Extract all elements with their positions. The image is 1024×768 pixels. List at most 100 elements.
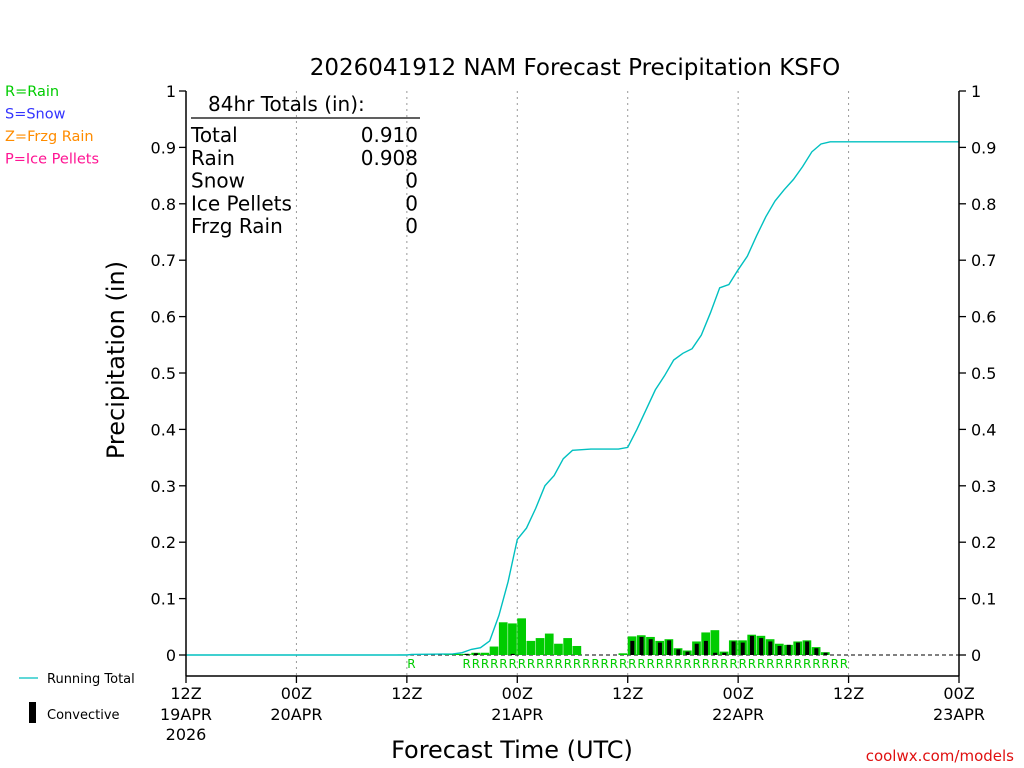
grid-lines (186, 91, 959, 676)
rain-type-marker: R (527, 657, 535, 671)
running-total-line (186, 141, 959, 656)
convective-bar (749, 635, 754, 655)
x-tick-label: 00Z (943, 684, 974, 703)
rain-type-marker: R (601, 657, 609, 671)
chart-title: 2026041912 NAM Forecast Precipitation KS… (310, 55, 840, 81)
rain-bar (535, 638, 545, 655)
y-tick-label-right: 0.2 (971, 533, 996, 552)
convective-bar (703, 640, 708, 655)
rain-type-marker: R (757, 657, 765, 671)
convective-bar (510, 653, 515, 655)
convective-bar (685, 651, 690, 655)
rain-type-marker: R (812, 657, 820, 671)
y-tick-label-left: 0.5 (151, 364, 176, 383)
rain-bar (544, 633, 554, 655)
y-tick-label-left: 0.9 (151, 138, 176, 157)
rain-bar (526, 640, 536, 655)
rain-type-marker: R (509, 657, 517, 671)
totals-row-label: Total (190, 123, 238, 147)
rain-type-marker: R (794, 657, 802, 671)
rain-bar (498, 622, 508, 655)
rain-type-marker: R (591, 657, 599, 671)
convective-bar (740, 642, 745, 655)
rain-type-marker: R (463, 657, 471, 671)
type-legend-entry: R=Rain (5, 84, 59, 100)
convective-bar (648, 639, 653, 655)
rain-type-marker: R (693, 657, 701, 671)
totals-box: 84hr Totals (in): Total 0.910 Rain 0.908 Sno… (190, 92, 420, 238)
x-tick-year-label: 2026 (166, 725, 207, 744)
rain-type-marker: R (766, 657, 774, 671)
convective-bar (777, 645, 782, 655)
rain-type-marker: R (683, 657, 691, 671)
convective-bar (667, 640, 672, 655)
rain-type-marker: R (518, 657, 526, 671)
y-tick-label-right: 0.6 (971, 308, 996, 327)
convective-bar (768, 641, 773, 655)
rain-bar (554, 643, 563, 655)
convective-bar (473, 653, 478, 655)
y-axis-label: Precipitation (in) (102, 261, 130, 459)
x-tick-date-label: 20APR (270, 705, 322, 724)
rain-type-marker: R (481, 657, 489, 671)
rain-type-marker: R (720, 657, 728, 671)
y-tick-label-left: 0.2 (151, 533, 176, 552)
labels-layer: 0 00.1 0.10.2 0.20.3 0.30.4 0.40.5 0.50.6 0.60.… (151, 82, 997, 744)
x-tick-date-label: 23APR (933, 705, 985, 724)
totals-row-value: 0 (405, 214, 418, 238)
convective-legend-swatch (29, 702, 36, 723)
totals-row-value: 0.908 (361, 146, 418, 170)
rain-bar (489, 646, 499, 655)
y-tick-label-right: 0.4 (971, 420, 996, 439)
rain-type-marker: R (499, 657, 507, 671)
convective-legend-label: Convective (47, 708, 120, 723)
rain-type-marker: R (490, 657, 498, 671)
y-tick-label-right: 0.7 (971, 251, 996, 270)
convective-bar (722, 652, 727, 655)
y-tick-label-right: 1 (971, 82, 981, 101)
type-legend-entry: P=Ice Pellets (5, 152, 99, 168)
totals-row-label: Ice Pellets (191, 191, 292, 215)
type-legend-entry: S=Snow (5, 107, 66, 123)
rain-bar (517, 618, 526, 655)
x-tick-label: 12Z (612, 684, 643, 703)
rain-type-marker: R (536, 657, 544, 671)
convective-bar (464, 653, 469, 655)
rain-type-marker: R (674, 657, 682, 671)
axes (179, 90, 966, 683)
rain-type-marker: R (628, 657, 636, 671)
rain-type-marker: R (656, 657, 664, 671)
convective-bar (657, 642, 662, 655)
x-tick-date-label: 21APR (491, 705, 543, 724)
bottom-legend: Running Total Convective (19, 672, 135, 723)
x-tick-date-label: 19APR (160, 705, 212, 724)
rain-bar (710, 630, 720, 655)
rain-type-marker: R (821, 657, 829, 671)
y-tick-label-left: 0.8 (151, 195, 176, 214)
convective-bar (814, 648, 819, 655)
y-tick-label-left: 0.1 (151, 590, 176, 609)
rain-bar (563, 638, 572, 655)
rain-type-marker: R (831, 657, 839, 671)
convective-bar (823, 652, 828, 655)
y-tick-label-right: 0.3 (971, 477, 996, 496)
credit-text: coolwx.com/models (866, 747, 1014, 765)
rain-type-marker: R (610, 657, 618, 671)
rain-type-marker: R (748, 657, 756, 671)
y-tick-label-left: 0 (166, 646, 176, 665)
rain-type-marker: R (472, 657, 480, 671)
x-tick-label: 12Z (833, 684, 864, 703)
rain-type-marker: R (803, 657, 811, 671)
x-tick-label: 00Z (281, 684, 312, 703)
y-tick-label-right: 0 (971, 646, 981, 665)
convective-bar (795, 642, 800, 655)
totals-header: 84hr Totals (in): (208, 92, 365, 116)
rain-type-marker: R (785, 657, 793, 671)
running-total-legend-label: Running Total (47, 672, 135, 687)
rain-type-marker: R (564, 657, 572, 671)
convective-bar (713, 652, 718, 655)
rain-type-marker: R (711, 657, 719, 671)
y-tick-label-right: 0.5 (971, 364, 996, 383)
rain-type-marker: R (729, 657, 737, 671)
